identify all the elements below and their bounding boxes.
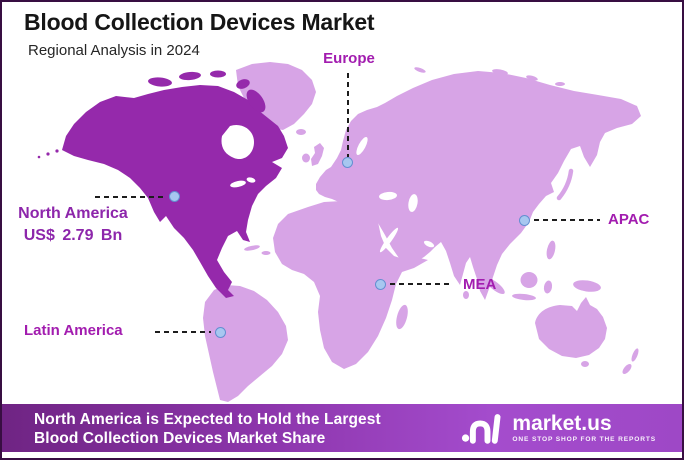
region-new-zealand-south (622, 364, 632, 374)
north-america-callout-line (95, 196, 167, 198)
market-us-logo-text: market.us ONE STOP SHOP FOR THE REPORTS (512, 411, 656, 443)
north-america-label-text: North America (18, 205, 128, 222)
europe-marker-dot (342, 157, 353, 168)
region-arctic-canada-4 (236, 79, 250, 89)
logo-tagline: ONE STOP SHOP FOR THE REPORTS (512, 435, 656, 443)
region-arctic-isle-1 (463, 75, 477, 81)
apac-label: APAC (608, 211, 650, 228)
apac-marker-dot (519, 215, 530, 226)
region-africa (273, 201, 428, 369)
great-lakes-1 (230, 180, 246, 188)
region-arctic-isle-4 (555, 82, 565, 86)
region-arctic-canada-1 (148, 77, 172, 87)
region-iceland (296, 129, 306, 135)
region-arctic-canada-3 (210, 70, 226, 78)
latin-america-callout-line (155, 331, 211, 333)
baltic-sea (356, 137, 368, 155)
region-sumatra (485, 277, 505, 295)
region-australia (535, 297, 607, 358)
apac-callout-line (534, 219, 600, 221)
persian-gulf (423, 240, 435, 248)
region-arctic-isle-3 (526, 75, 538, 81)
region-madagascar (396, 304, 408, 330)
north-america-value: US$ 2.79 Bn (23, 227, 123, 244)
europe-callout-line (347, 73, 349, 157)
banner-text: North America is Expected to Hold the La… (34, 410, 381, 448)
footer-banner: North America is Expected to Hold the La… (2, 404, 682, 452)
region-svalbard (414, 67, 426, 73)
mea-marker-dot (375, 279, 386, 290)
region-aleutians-3 (55, 149, 59, 153)
region-greece (358, 192, 366, 200)
red-sea (379, 227, 399, 253)
banner-line-1: North America is Expected to Hold the La… (34, 411, 381, 428)
north-america-label: North America US$ 2.79 Bn (2, 203, 146, 247)
latin-america-label: Latin America (24, 322, 123, 339)
hudson-bay (221, 124, 254, 160)
region-eurasia (316, 71, 641, 300)
region-sulawesi (543, 280, 553, 294)
great-lakes-2 (246, 177, 256, 183)
page-title: Blood Collection Devices Market (24, 9, 375, 35)
region-hispaniola (261, 251, 271, 255)
region-new-zealand-north (631, 348, 639, 362)
region-new-guinea (573, 280, 601, 292)
region-japan (556, 168, 574, 201)
region-south-america (203, 285, 288, 402)
mea-callout-line (390, 283, 452, 285)
region-cuba (244, 245, 260, 251)
region-uk (311, 143, 324, 166)
region-sri-lanka (463, 291, 469, 299)
market-us-logo: market.us ONE STOP SHOP FOR THE REPORTS (461, 411, 656, 445)
region-java (512, 293, 536, 301)
europe-label: Europe (323, 50, 375, 67)
region-aleutians-2 (37, 155, 41, 159)
latin-america-marker-dot (215, 327, 226, 338)
region-baffin-island (246, 89, 266, 113)
banner-line-2: Blood Collection Devices Market Share (34, 430, 326, 447)
region-philippines (546, 240, 556, 260)
mea-label: MEA (463, 276, 497, 293)
black-sea (379, 191, 397, 201)
region-aleutians-1 (46, 152, 50, 156)
region-arctic-isle-2 (492, 69, 508, 75)
region-ireland (302, 153, 310, 163)
region-arctic-canada-2 (179, 71, 201, 81)
region-borneo (520, 272, 538, 288)
caspian-sea (408, 194, 418, 212)
logo-name: market.us (512, 411, 612, 435)
market-us-logo-icon (462, 414, 501, 444)
north-america-marker-dot (169, 191, 180, 202)
region-tasmania (581, 361, 589, 367)
region-italy (345, 185, 357, 199)
page-subtitle: Regional Analysis in 2024 (28, 42, 200, 59)
